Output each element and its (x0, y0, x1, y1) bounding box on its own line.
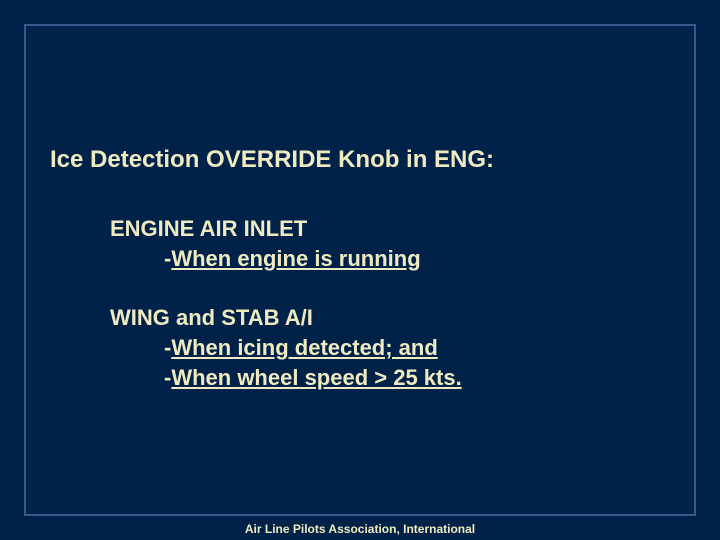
section-1-bullet-1: -When wheel speed > 25 kts. (164, 363, 670, 393)
slide-heading: Ice Detection OVERRIDE Knob in ENG: (50, 146, 670, 174)
bullet-text: When engine is running (171, 246, 420, 271)
section-0-bullet-0: -When engine is running (164, 244, 670, 274)
section-1-title: WING and STAB A/I (110, 303, 670, 333)
bullet-text: When icing detected; and (171, 335, 437, 360)
section-1: WING and STAB A/I -When icing detected; … (110, 303, 670, 392)
section-0: ENGINE AIR INLET -When engine is running (110, 214, 670, 273)
section-0-title: ENGINE AIR INLET (110, 214, 670, 244)
bullet-text: When wheel speed > 25 kts. (171, 365, 461, 390)
slide-content: Ice Detection OVERRIDE Knob in ENG: ENGI… (50, 146, 670, 422)
section-1-bullet-0: -When icing detected; and (164, 333, 670, 363)
slide-footer: Air Line Pilots Association, Internation… (0, 522, 720, 536)
slide: Ice Detection OVERRIDE Knob in ENG: ENGI… (0, 0, 720, 540)
